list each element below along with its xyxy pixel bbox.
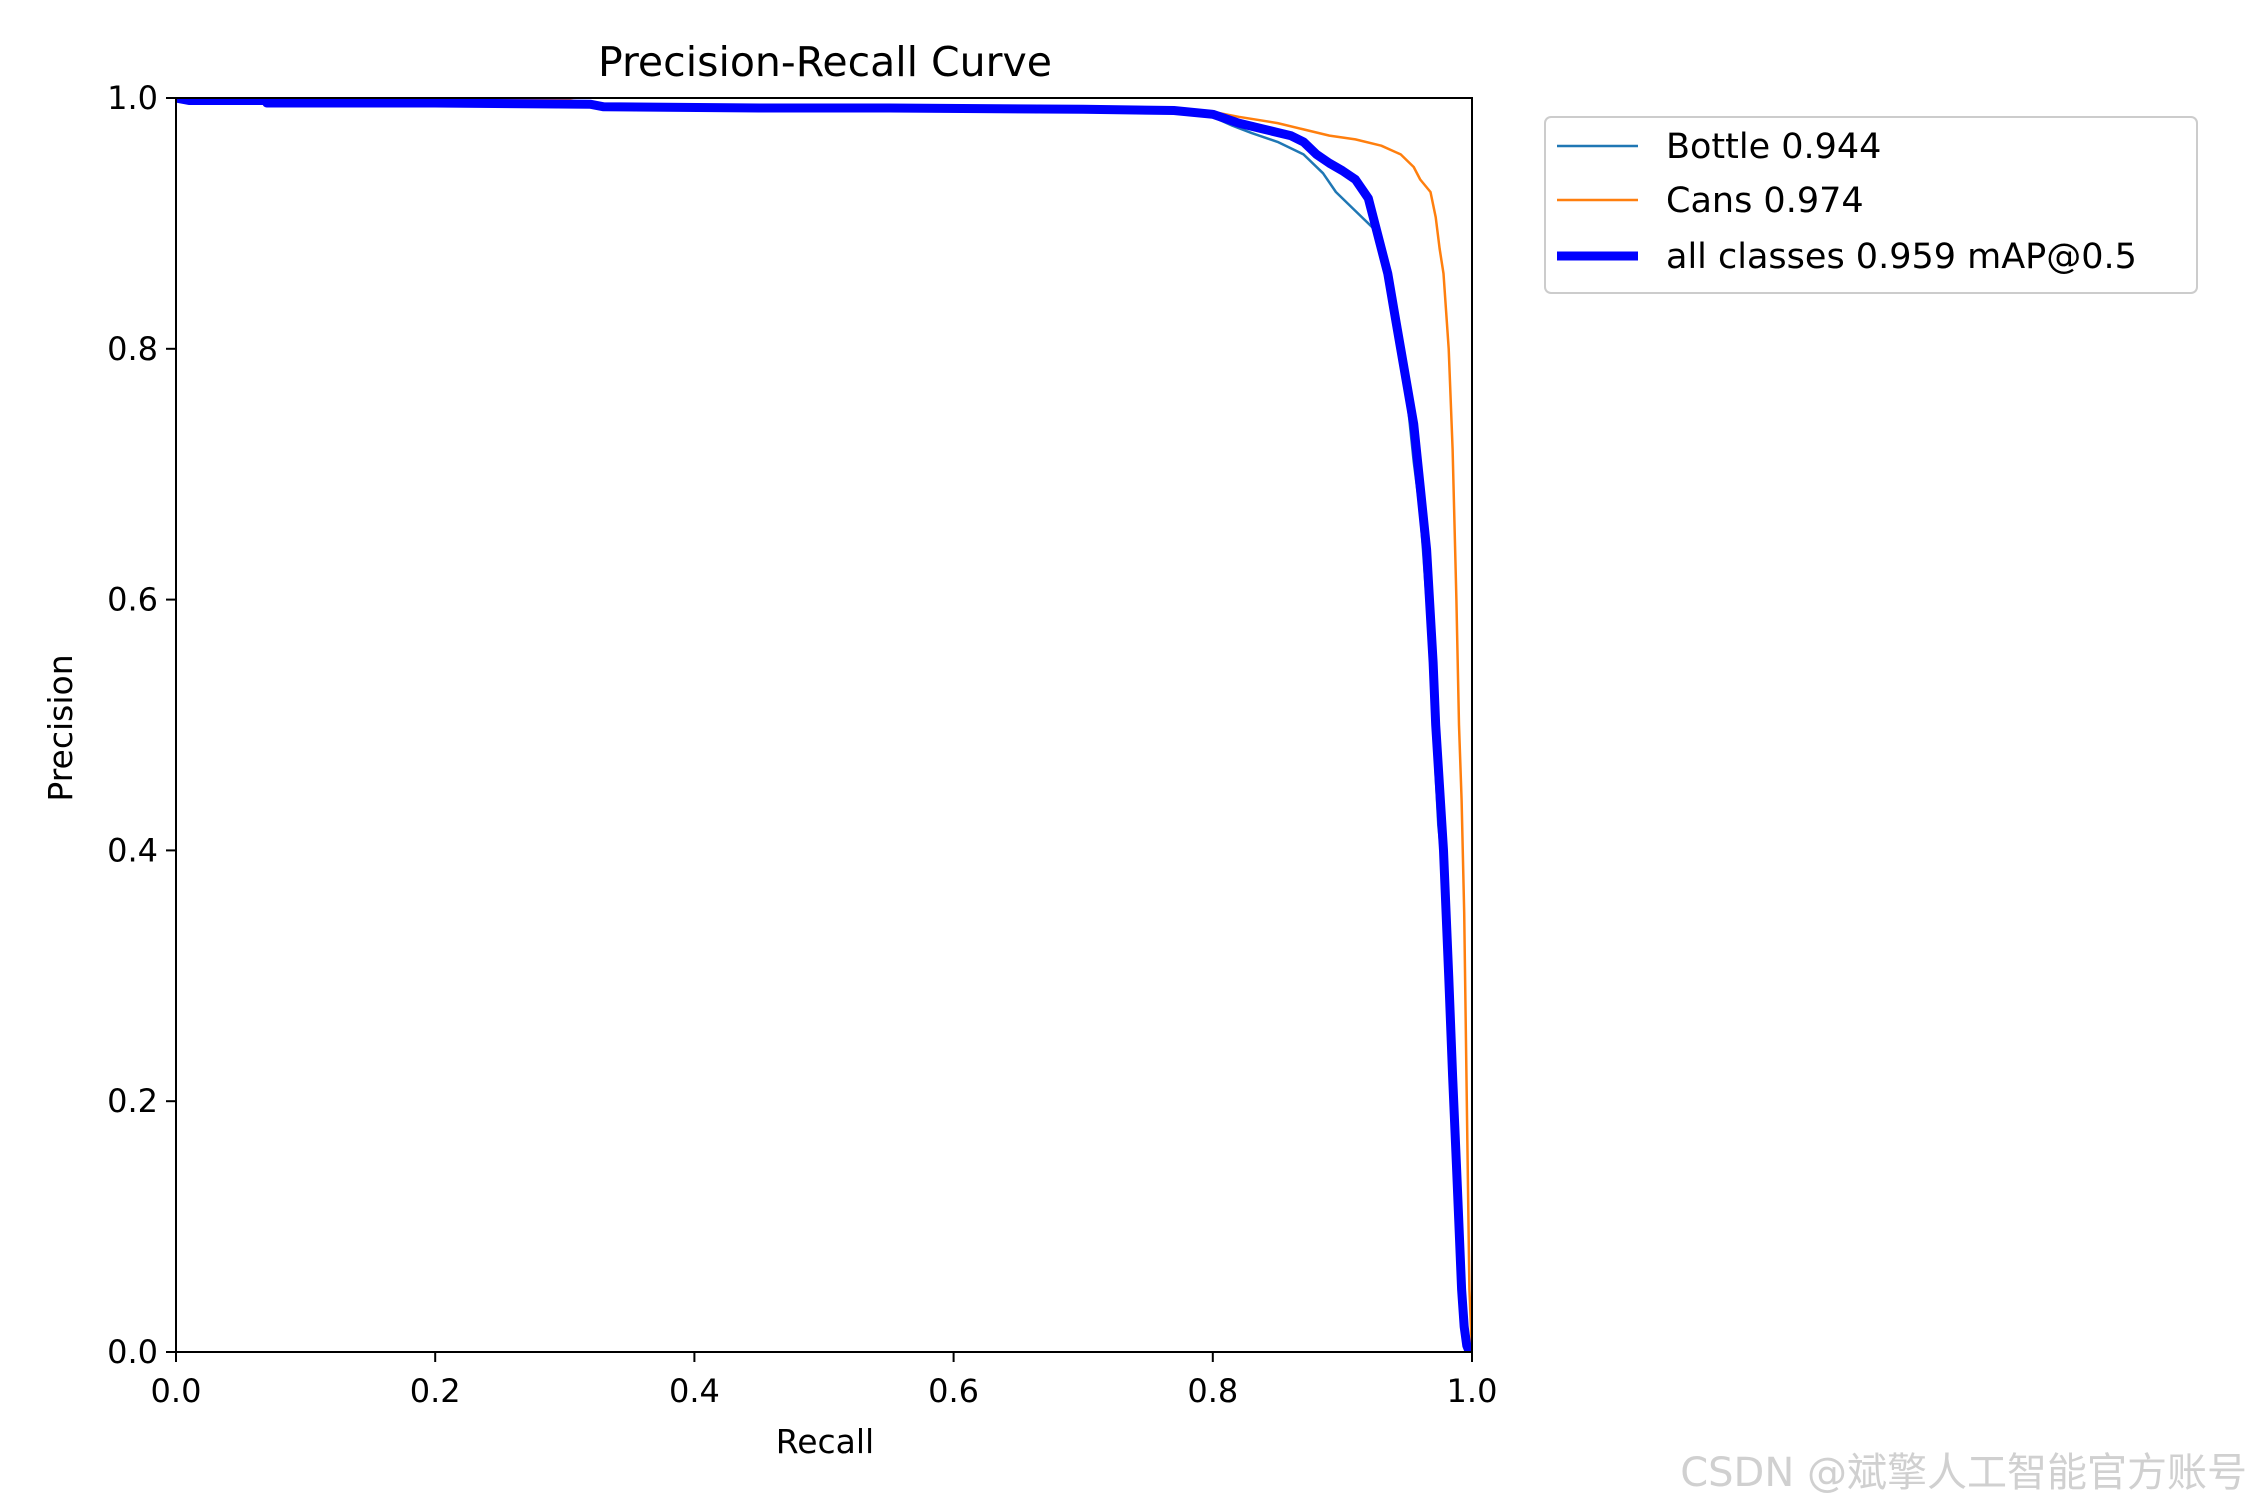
x-tick-label: 0.2 — [410, 1372, 461, 1410]
x-tick-label: 0.6 — [928, 1372, 979, 1410]
series-line-3 — [176, 98, 1472, 1352]
y-axis: 0.0 0.2 0.4 0.6 0.8 1.0 — [107, 79, 176, 1371]
y-axis-label: Precision — [41, 654, 80, 801]
legend-label-1: Bottle 0.944 — [1666, 127, 1881, 167]
series-layer — [176, 98, 1472, 1352]
series-line-2 — [176, 98, 1472, 1352]
x-tick-label: 1.0 — [1447, 1372, 1498, 1410]
legend-label-3: all classes 0.959 mAP@0.5 — [1666, 237, 2137, 277]
y-tick-label: 0.0 — [107, 1333, 158, 1371]
x-tick-label: 0.0 — [151, 1372, 202, 1410]
x-tick-label: 0.4 — [669, 1372, 720, 1410]
y-tick-label: 0.8 — [107, 330, 158, 368]
chart-title: Precision-Recall Curve — [598, 38, 1052, 86]
legend-frame — [1544, 116, 2198, 294]
y-tick-label: 1.0 — [107, 79, 158, 117]
legend: Bottle 0.944 Cans 0.974 all classes 0.959 … — [1544, 116, 2198, 294]
watermark: CSDN @斌擎人工智能官方账号 — [1680, 1450, 2247, 1496]
x-axis-label: Recall — [776, 1422, 874, 1461]
y-tick-label: 0.2 — [107, 1082, 158, 1120]
y-tick-label: 0.6 — [107, 581, 158, 619]
legend-label-2: Cans 0.974 — [1666, 181, 1864, 221]
x-axis: 0.0 0.2 0.4 0.6 0.8 1.0 — [151, 1352, 1498, 1410]
series-line-1 — [176, 98, 1472, 1352]
y-tick-label: 0.4 — [107, 831, 158, 869]
x-tick-label: 0.8 — [1187, 1372, 1238, 1410]
plot-frame — [175, 97, 1473, 1353]
